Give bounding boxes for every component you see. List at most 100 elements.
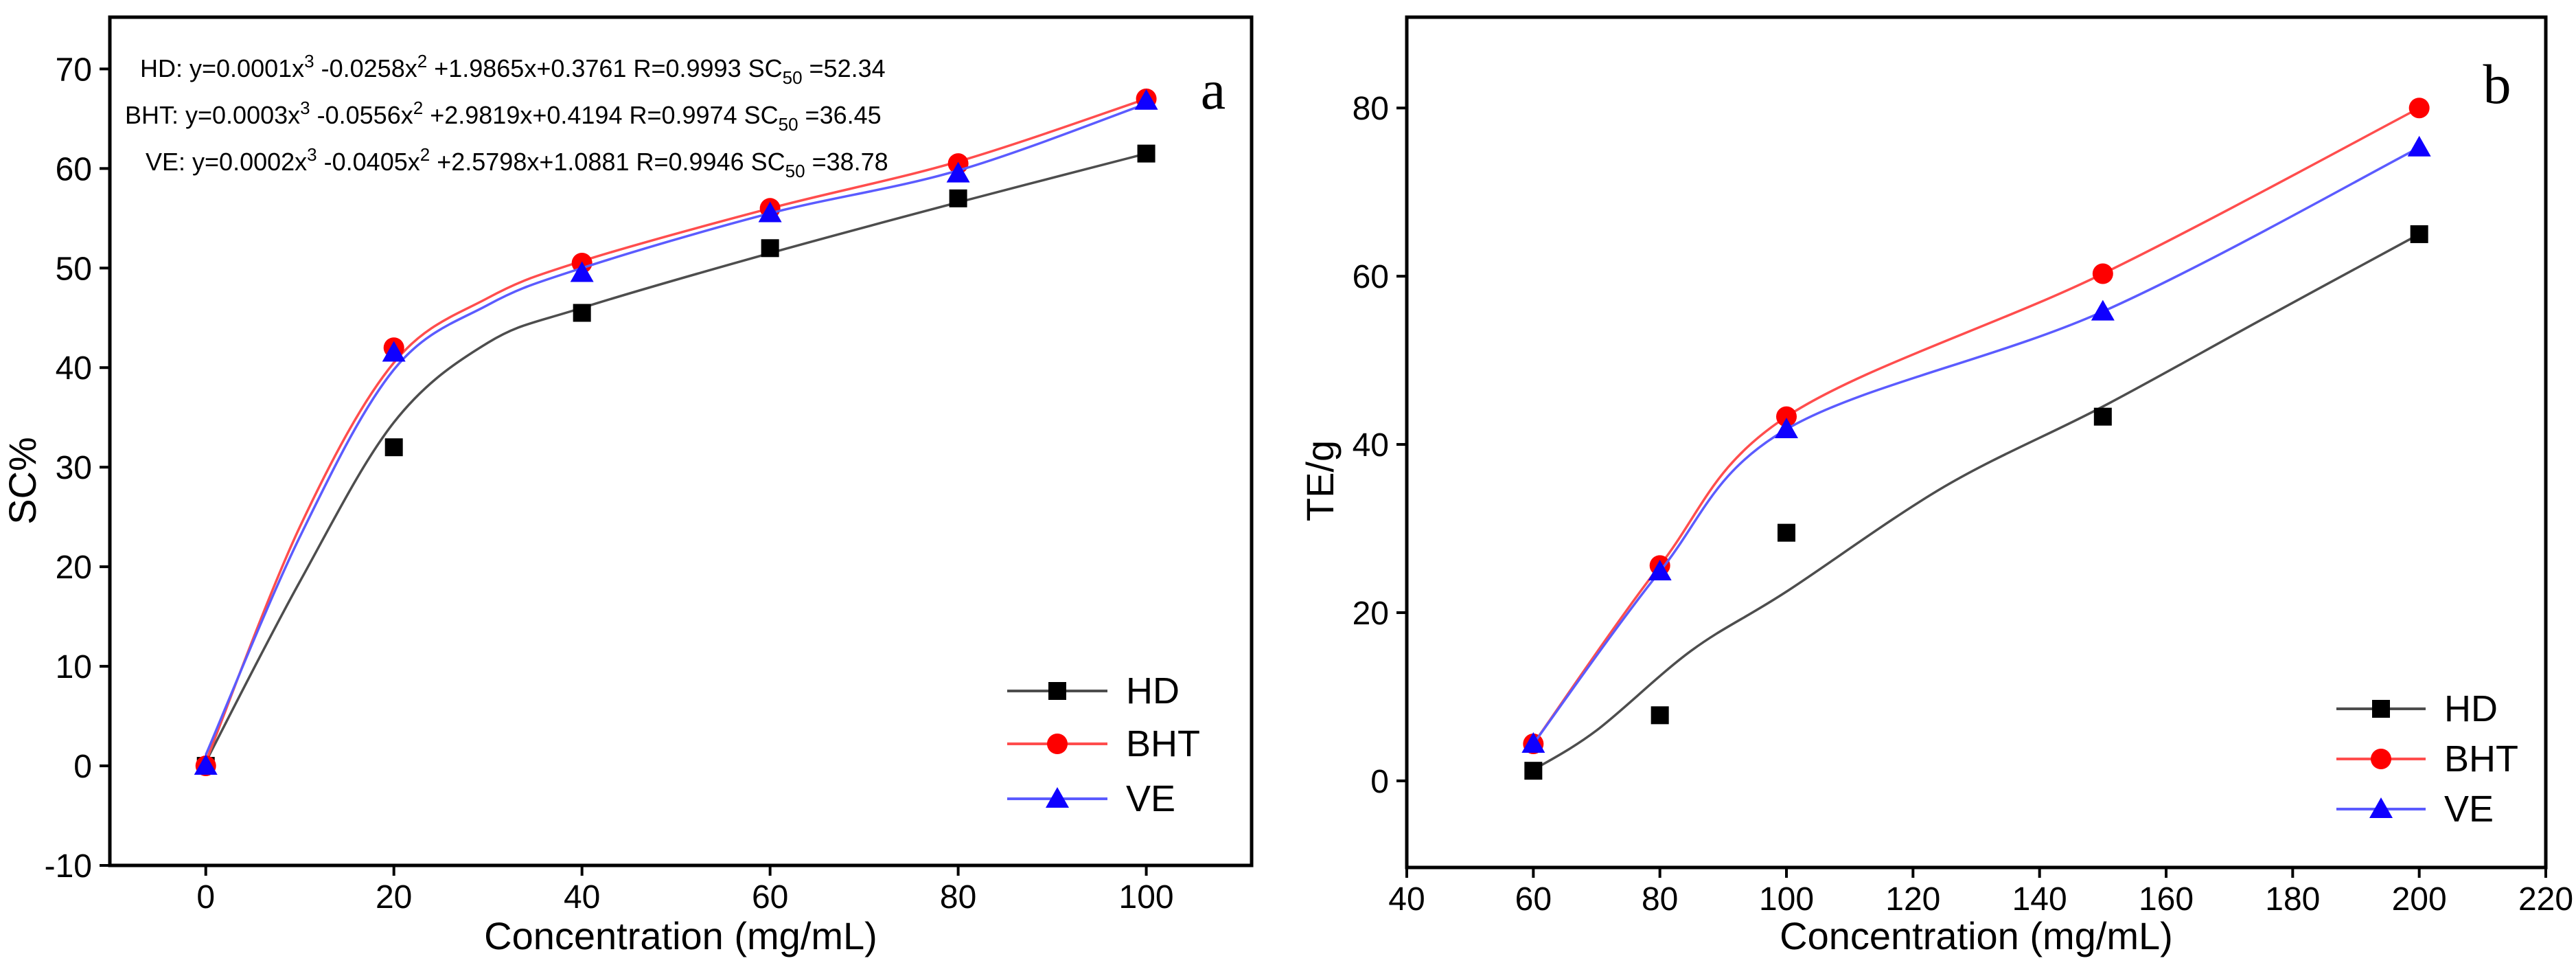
plot-frame (1405, 15, 2548, 870)
y-tick-label: 60 (56, 151, 92, 188)
legend-HD-square-marker (2372, 700, 2390, 718)
x-tick-label: 100 (1119, 879, 1174, 916)
series-VE-fit-line (205, 102, 1147, 756)
legend-BHT-circle-marker (1047, 734, 1068, 754)
series-VE-triangle-marker (2407, 135, 2431, 157)
legend-VE-triangle-marker (1046, 787, 1069, 808)
x-tick-label: 140 (2012, 881, 2067, 918)
x-tick-label: 80 (940, 879, 976, 916)
series-VE-fit-line (1532, 146, 2420, 745)
series-HD-square-marker (573, 304, 591, 322)
x-tick-label: 0 (196, 879, 215, 916)
y-axis: 0 20 40 60 80 (1353, 91, 1407, 800)
legend-item-HD: HD (1007, 670, 1180, 712)
series-HD-square-marker (1651, 706, 1669, 725)
y-tick-label: 20 (56, 549, 92, 586)
legend: HD BHT VE (1007, 670, 1200, 819)
series-HD-square-marker (2410, 225, 2428, 243)
y-tick-label: 70 (56, 52, 92, 88)
series-HD-square-marker (2093, 407, 2112, 426)
y-tick-label: -10 (45, 848, 92, 885)
series-BHT-circle-marker (1776, 406, 1797, 427)
series-VE-triangle-marker (382, 341, 406, 362)
y-tick-label: 0 (1370, 764, 1389, 800)
panel-b: 40 60 80 100 120 140 160 180 200 220 0 20 40 60 80 Conc… (1298, 15, 2573, 957)
x-tick-label: 220 (2518, 881, 2573, 918)
y-tick-label: 60 (1353, 259, 1389, 295)
series-VE-triangle-marker (1521, 731, 1545, 753)
series-HD (1524, 225, 2428, 780)
x-tick-label: 40 (1388, 881, 1425, 918)
x-tick-label: 120 (1885, 881, 1940, 918)
y-tick-label: 50 (56, 251, 92, 287)
legend-label-BHT: BHT (2444, 738, 2518, 780)
legend-HD-square-marker (1048, 682, 1066, 700)
x-tick-label: 160 (2139, 881, 2194, 918)
series-VE-triangle-marker (1134, 89, 1158, 110)
legend-item-BHT: BHT (2336, 738, 2518, 780)
equation-line-2: BHT: y=0.0003x3 -0.0556x2 +2.9819x+0.419… (125, 98, 882, 135)
series-VE-triangle-marker (1648, 559, 1672, 580)
series-VE (1521, 135, 2431, 753)
legend-item-HD: HD (2336, 688, 2498, 729)
panel-corner-label-b: b (2483, 53, 2511, 115)
x-tick-label: 180 (2265, 881, 2320, 918)
y-tick-label: 40 (56, 350, 92, 387)
legend-item-VE: VE (1007, 778, 1175, 819)
legend-item-VE: VE (2336, 788, 2494, 830)
series-HD-square-marker (384, 438, 403, 457)
series-BHT (195, 88, 1157, 777)
legend-label-HD: HD (1126, 670, 1180, 712)
series-VE (194, 89, 1158, 775)
series-BHT-circle-marker (2092, 263, 2113, 284)
series-VE-triangle-marker (570, 261, 594, 282)
legend-label-BHT: BHT (1126, 723, 1200, 764)
panel-a: 0 20 40 60 80 100 -10 0 10 20 30 40 50 60 70 Concentrat… (1, 15, 1254, 957)
x-tick-label: 100 (1759, 881, 1814, 918)
x-tick-label: 40 (564, 879, 600, 916)
series-VE-triangle-marker (194, 754, 218, 775)
y-tick-label: 10 (56, 649, 92, 685)
x-tick-label: 200 (2392, 881, 2447, 918)
x-tick-label: 60 (752, 879, 788, 916)
x-axis: 0 20 40 60 80 100 (196, 865, 1174, 916)
series-BHT-fit-line (1532, 106, 2420, 745)
legend-item-BHT: BHT (1007, 723, 1200, 764)
series-BHT-fit-line (205, 98, 1147, 762)
series-VE-triangle-marker (2091, 299, 2115, 321)
y-tick-label: 80 (1353, 91, 1389, 127)
series-BHT (1523, 98, 2430, 754)
plot-frame (108, 15, 1254, 867)
y-tick-label: 30 (56, 450, 92, 486)
series-HD-square-marker (1137, 144, 1155, 163)
y-tick-label: 40 (1353, 427, 1389, 464)
legend-VE-triangle-marker (2369, 797, 2393, 818)
legend: HD BHT VE (2336, 688, 2518, 830)
legend-label-VE: VE (1126, 778, 1175, 819)
equation-annotations: HD: y=0.0001x3 -0.0258x2 +1.9865x+0.3761… (125, 51, 888, 181)
y-axis-title: TE/g (1298, 440, 1342, 521)
y-tick-label: 0 (73, 749, 92, 785)
series-BHT-circle-marker (2408, 98, 2430, 119)
x-axis: 40 60 80 100 120 140 160 180 200 220 (1388, 867, 2573, 918)
x-tick-label: 60 (1515, 881, 1552, 918)
legend-label-HD: HD (2444, 688, 2498, 729)
legend-BHT-circle-marker (2371, 749, 2391, 769)
equation-line-1: HD: y=0.0001x3 -0.0258x2 +1.9865x+0.3761… (140, 51, 886, 88)
y-axis-title: SC% (1, 437, 44, 525)
series-VE-triangle-marker (1775, 418, 1798, 439)
series-HD-fit-line (205, 152, 1147, 763)
series-HD-square-marker (1524, 762, 1543, 780)
equation-line-3: VE: y=0.0002x3 -0.0405x2 +2.5798x+1.0881… (146, 144, 888, 181)
x-axis-title: Concentration (mg/mL) (1780, 914, 2173, 957)
series-HD-square-marker (949, 189, 967, 207)
panel-corner-label-a: a (1201, 58, 1226, 121)
x-tick-label: 20 (376, 879, 412, 916)
legend-label-VE: VE (2444, 788, 2494, 830)
series-HD-square-marker (1778, 523, 1795, 542)
x-axis-title: Concentration (mg/mL) (484, 914, 877, 957)
series-VE-triangle-marker (758, 201, 782, 223)
y-axis: -10 0 10 20 30 40 50 60 70 (45, 52, 110, 885)
x-tick-label: 80 (1642, 881, 1678, 918)
